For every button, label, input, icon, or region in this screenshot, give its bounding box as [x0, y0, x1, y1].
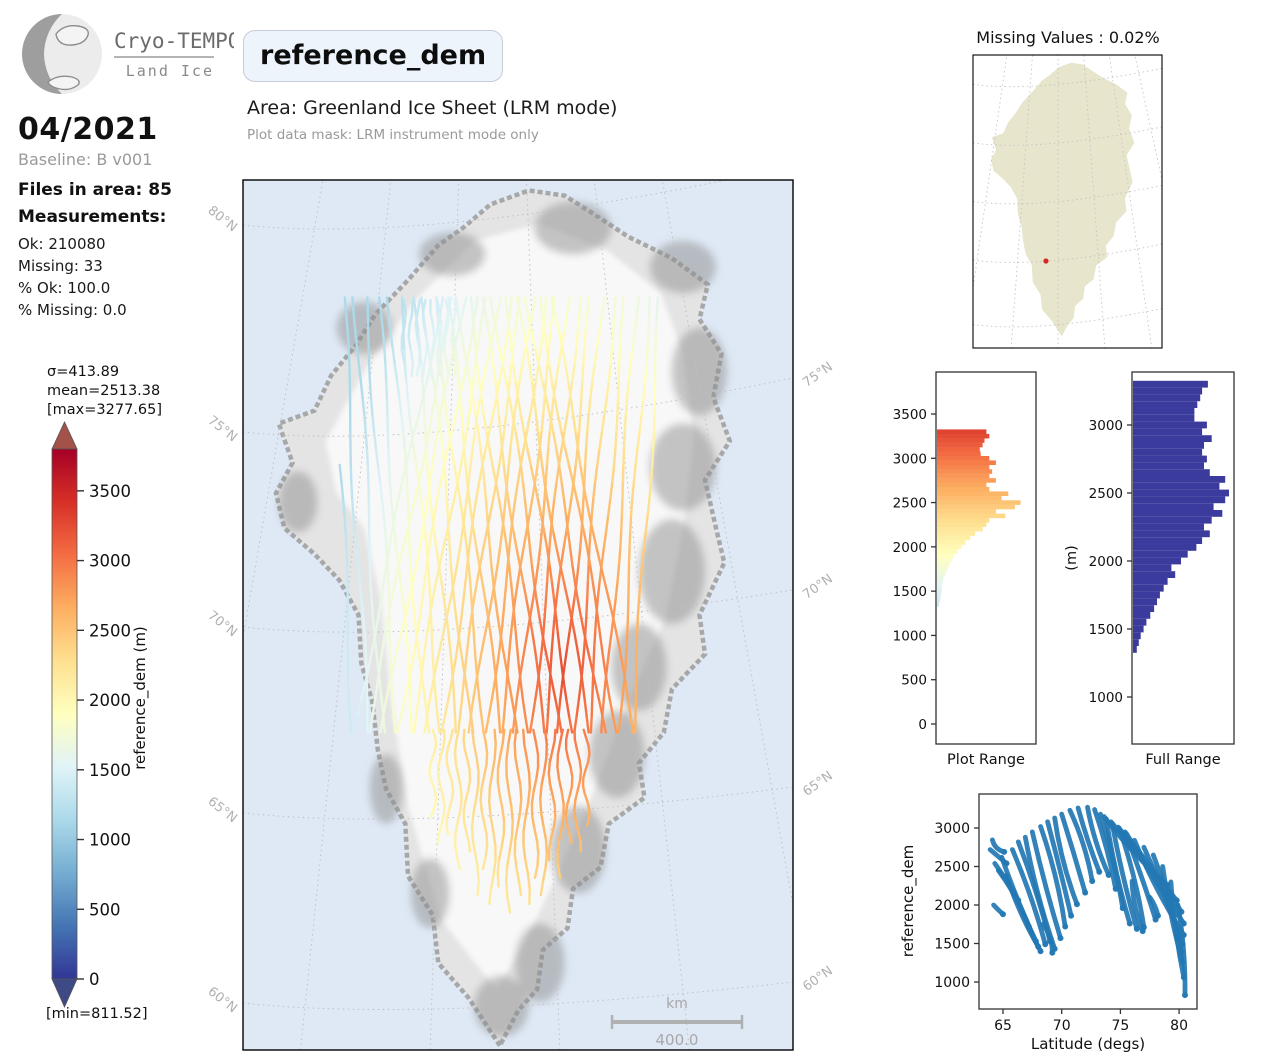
colorbar-sigma: σ=413.89 — [47, 364, 120, 380]
svg-text:1500: 1500 — [1089, 622, 1123, 638]
full-range-histogram: 1000 1500 2000 2500 3000 Full Range (m) — [1064, 371, 1235, 768]
svg-text:65°N: 65°N — [205, 794, 240, 826]
stat-missing: Missing: 33 — [18, 257, 103, 275]
svg-text:1000: 1000 — [893, 628, 927, 644]
svg-text:1500: 1500 — [934, 937, 970, 953]
svg-text:75°N: 75°N — [800, 360, 835, 391]
missing-values-map — [972, 54, 1163, 349]
svg-text:1000: 1000 — [1089, 690, 1123, 706]
svg-text:3000: 3000 — [89, 552, 131, 571]
files-count: Files in area: 85 — [18, 180, 172, 200]
svg-text:70: 70 — [1053, 1018, 1071, 1034]
greenland-glyph — [55, 24, 89, 46]
svg-text:2000: 2000 — [893, 540, 927, 556]
stat-pct-ok: % Ok: 100.0 — [18, 279, 111, 297]
svg-text:3000: 3000 — [893, 451, 927, 467]
svg-text:Plot Range: Plot Range — [947, 752, 1025, 768]
logo-subtitle: Land Ice — [126, 62, 214, 80]
svg-text:400.0: 400.0 — [656, 1031, 699, 1049]
area-subtitle: Area: Greenland Ice Sheet (LRM mode) — [247, 97, 618, 119]
svg-text:(m): (m) — [1064, 545, 1080, 570]
variable-title-box: reference_dem — [243, 30, 504, 82]
cryo-tempo-logo: Cryo-TEMPO Land Ice — [22, 14, 234, 94]
svg-text:2000: 2000 — [934, 898, 970, 914]
svg-text:1500: 1500 — [893, 584, 927, 600]
svg-text:65: 65 — [994, 1018, 1012, 1034]
stat-pct-missing: % Missing: 0.0 — [18, 301, 127, 319]
svg-text:Latitude (degs): Latitude (degs) — [1031, 1035, 1145, 1053]
svg-text:1500: 1500 — [89, 761, 131, 780]
mask-subtitle: Plot data mask: LRM instrument mode only — [247, 127, 539, 143]
svg-text:75°N: 75°N — [205, 413, 240, 445]
svg-text:500: 500 — [89, 900, 121, 919]
svg-text:3500: 3500 — [89, 482, 131, 501]
svg-text:60°N: 60°N — [205, 984, 240, 1016]
svg-text:1000: 1000 — [89, 831, 131, 850]
colorbar: 3500 3000 2500 2000 1500 1000 500 0 — [51, 421, 131, 1008]
baseline-label: Baseline: B v001 — [18, 150, 153, 169]
svg-text:1000: 1000 — [934, 975, 970, 991]
stat-ok: Ok: 210080 — [18, 235, 106, 253]
svg-text:2500: 2500 — [89, 621, 131, 640]
svg-text:500: 500 — [901, 673, 927, 689]
colorbar-label: reference_dem (m) — [131, 626, 149, 770]
crescent-icon — [22, 14, 62, 94]
svg-text:80: 80 — [1170, 1018, 1188, 1034]
svg-text:65°N: 65°N — [800, 769, 835, 800]
main-map: 80°N 75°N 70°N 65°N 60°N 75°N 70°N 65°N 60°N km 40… — [205, 179, 836, 1051]
svg-text:3000: 3000 — [1089, 418, 1123, 434]
colorbar-mean: mean=2513.38 — [47, 383, 161, 399]
svg-text:2000: 2000 — [1089, 554, 1123, 570]
missing-values-title: Missing Values : 0.02% — [976, 28, 1160, 47]
svg-text:70°N: 70°N — [800, 572, 835, 603]
svg-text:Full Range: Full Range — [1145, 752, 1220, 768]
colorbar-max: [max=3277.65] — [47, 402, 163, 418]
svg-text:0: 0 — [89, 970, 100, 989]
page-title: reference_dem — [243, 30, 504, 82]
colorbar-min: [min=811.52] — [46, 1006, 148, 1022]
svg-text:reference_dem: reference_dem — [899, 845, 918, 958]
logo-title: Cryo-TEMPO — [114, 29, 234, 53]
svg-text:75: 75 — [1111, 1018, 1129, 1034]
svg-text:3500: 3500 — [893, 407, 927, 423]
svg-text:km: km — [666, 996, 688, 1012]
date-title: 04/2021 — [18, 112, 158, 147]
svg-text:2500: 2500 — [1089, 486, 1123, 502]
svg-text:60°N: 60°N — [800, 964, 835, 995]
svg-text:2500: 2500 — [893, 496, 927, 512]
svg-text:3000: 3000 — [934, 821, 970, 837]
measurements-heading: Measurements: — [18, 207, 167, 227]
svg-text:70°N: 70°N — [205, 608, 240, 640]
svg-text:2000: 2000 — [89, 691, 131, 710]
antarctica-glyph — [47, 75, 80, 91]
plot-range-histogram: 0 500 1000 1500 2000 2500 3000 3500 Plot Range — [893, 371, 1037, 768]
svg-text:0: 0 — [918, 717, 927, 733]
latitude-scatter: 1000 1500 2000 2500 3000 65 70 75 80 Latitude (de… — [899, 793, 1198, 1053]
svg-text:2500: 2500 — [934, 860, 970, 876]
svg-text:80°N: 80°N — [205, 203, 240, 235]
